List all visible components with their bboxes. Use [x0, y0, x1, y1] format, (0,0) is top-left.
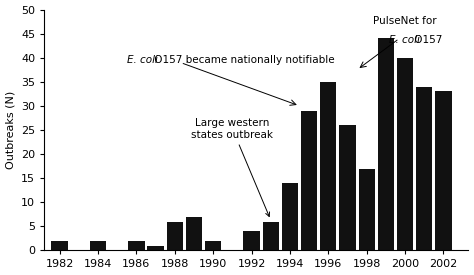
Bar	[397, 58, 413, 251]
Text: PulseNet for: PulseNet for	[374, 16, 437, 26]
Bar	[339, 125, 356, 251]
Bar	[263, 222, 279, 251]
Bar	[435, 92, 452, 251]
Bar	[205, 241, 221, 251]
Bar	[416, 87, 432, 251]
Text: E. coli: E. coli	[127, 55, 158, 65]
Text: Large western
states outbreak: Large western states outbreak	[191, 118, 273, 216]
Bar	[358, 169, 375, 251]
Bar	[90, 241, 106, 251]
Text: O157 became nationally notifiable: O157 became nationally notifiable	[151, 55, 335, 65]
Text: E. coli: E. coli	[389, 35, 419, 45]
Bar	[282, 183, 298, 251]
Bar	[320, 82, 337, 251]
Y-axis label: Outbreaks (N): Outbreaks (N)	[6, 91, 16, 169]
Text: O157: O157	[411, 35, 442, 45]
Bar	[167, 222, 183, 251]
Bar	[147, 246, 164, 251]
Bar	[301, 111, 317, 251]
Bar	[128, 241, 145, 251]
Bar	[186, 217, 202, 251]
Bar	[52, 241, 68, 251]
Bar	[378, 39, 394, 251]
Bar	[243, 231, 260, 251]
